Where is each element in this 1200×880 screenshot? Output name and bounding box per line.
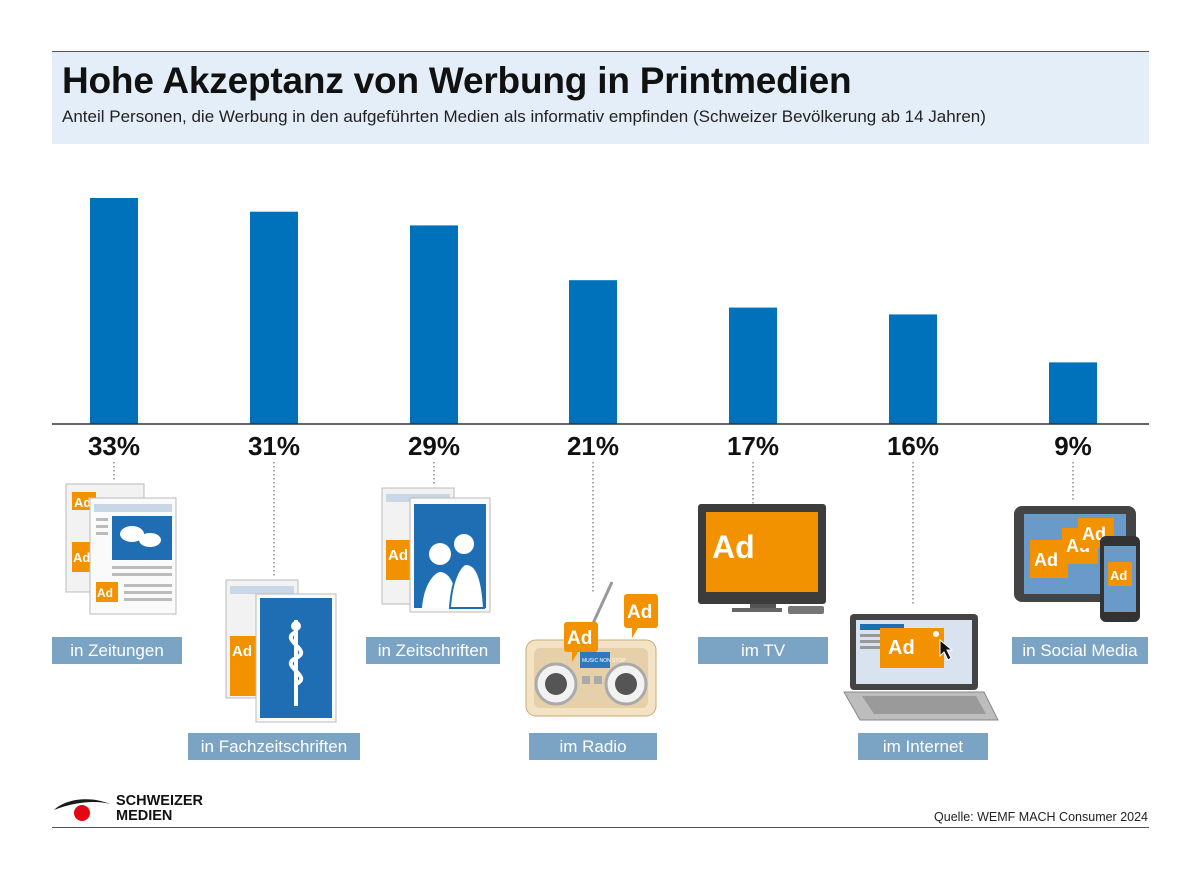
bar-2 xyxy=(410,225,458,424)
value-label-2: 29% xyxy=(408,431,460,461)
ad-text: Ad xyxy=(232,643,252,660)
ad-text: Ad xyxy=(97,586,113,600)
tablet-phone-icon: Ad Ad Ad Ad xyxy=(1014,506,1140,622)
top-rule xyxy=(52,51,1149,52)
tv-icon: Ad xyxy=(698,504,826,614)
category-label-4: im TV xyxy=(698,637,828,664)
bar-4 xyxy=(729,307,777,424)
newspaper-icon: Ad Ad Ad xyxy=(65,483,177,615)
value-label-4: 17% xyxy=(727,431,779,461)
category-label-2: in Zeitschriften xyxy=(366,637,500,664)
logo-mark-icon xyxy=(54,799,110,821)
ad-text: Ad xyxy=(627,602,652,623)
header-panel: Hohe Akzeptanz von Werbung in Printmedie… xyxy=(52,52,1149,144)
value-label-6: 9% xyxy=(1054,431,1092,461)
value-label-0: 33% xyxy=(88,431,140,461)
bar-5 xyxy=(889,314,937,424)
category-label-6: in Social Media xyxy=(1012,637,1148,664)
ad-text: Ad xyxy=(1082,524,1106,544)
radio-display-text: MUSIC NON STOP xyxy=(582,658,626,664)
category-label-0: in Zeitungen xyxy=(52,637,182,664)
category-label-5: im Internet xyxy=(858,733,988,760)
laptop-icon: Ad xyxy=(843,614,999,721)
ad-text: Ad xyxy=(73,550,90,565)
source-note: Quelle: WEMF MACH Consumer 2024 xyxy=(934,810,1148,824)
value-label-5: 16% xyxy=(887,431,939,461)
magazine-icon: Ad xyxy=(381,487,491,613)
category-label-1: in Fachzeitschriften xyxy=(188,733,360,760)
ad-text: Ad xyxy=(1110,568,1127,583)
medical-journal-icon: Ad xyxy=(225,579,337,723)
radio-icon: MUSIC NON STOP Ad Ad xyxy=(525,581,658,717)
ad-text: Ad xyxy=(74,495,91,510)
ad-text: Ad xyxy=(567,628,592,649)
bar-1 xyxy=(250,211,298,424)
value-label-1: 31% xyxy=(248,431,300,461)
value-label-3: 21% xyxy=(567,431,619,461)
ad-text: Ad xyxy=(1034,550,1058,570)
ad-text: Ad xyxy=(712,529,755,565)
category-label-3: im Radio xyxy=(529,733,657,760)
ad-text: Ad xyxy=(888,637,915,659)
chart-subtitle: Anteil Personen, die Werbung in den aufg… xyxy=(62,107,986,126)
bar-3 xyxy=(569,280,617,424)
bar-6 xyxy=(1049,362,1097,424)
schweizer-medien-logo: SCHWEIZER MEDIEN xyxy=(52,794,222,826)
bar-0 xyxy=(90,198,138,424)
bottom-rule xyxy=(52,827,1149,828)
ad-text: Ad xyxy=(388,547,408,564)
chart-title: Hohe Akzeptanz von Werbung in Printmedie… xyxy=(62,60,852,101)
logo-line-1: SCHWEIZER xyxy=(116,793,203,809)
logo-line-2: MEDIEN xyxy=(116,808,173,824)
